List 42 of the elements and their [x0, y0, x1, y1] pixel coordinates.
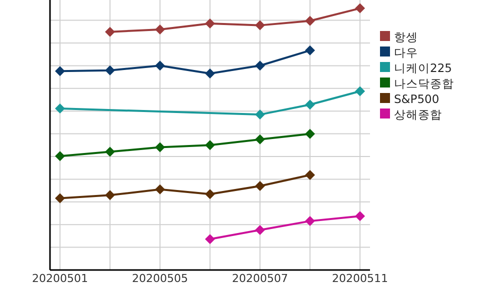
point — [305, 45, 315, 56]
point — [55, 151, 65, 162]
point — [255, 60, 265, 71]
point — [55, 193, 65, 204]
point — [305, 100, 315, 110]
legend-label: 니케이225 — [394, 61, 452, 75]
point — [155, 60, 165, 71]
point — [255, 134, 265, 144]
point — [255, 20, 265, 30]
point — [355, 211, 365, 222]
point — [205, 18, 215, 28]
point — [55, 66, 65, 76]
point — [355, 3, 365, 14]
point — [155, 24, 165, 34]
point — [105, 190, 115, 200]
point — [305, 16, 315, 26]
point — [105, 146, 115, 157]
point — [305, 216, 315, 226]
point — [105, 26, 115, 37]
legend-label: S&P500 — [394, 92, 440, 106]
x-tick-label: 20200507 — [232, 272, 288, 285]
legend-label: 상해종합 — [394, 108, 442, 122]
point — [255, 110, 265, 120]
point — [205, 234, 215, 244]
legend-label: 나스닥종합 — [394, 76, 454, 90]
point — [255, 224, 265, 235]
point — [305, 128, 315, 139]
point — [205, 140, 215, 150]
point — [255, 180, 265, 191]
legend-label: 항셍 — [394, 30, 418, 44]
legend-label: 다우 — [394, 46, 418, 60]
point — [205, 189, 215, 200]
point — [155, 184, 165, 194]
point — [355, 86, 365, 96]
point — [155, 142, 165, 152]
point — [105, 65, 115, 76]
point — [305, 170, 315, 180]
x-tick-label: 20200501 — [32, 272, 88, 285]
point — [55, 104, 65, 114]
x-tick-label: 20200505 — [132, 272, 188, 285]
x-tick-label: 20200511 — [332, 272, 388, 285]
point — [205, 68, 215, 78]
